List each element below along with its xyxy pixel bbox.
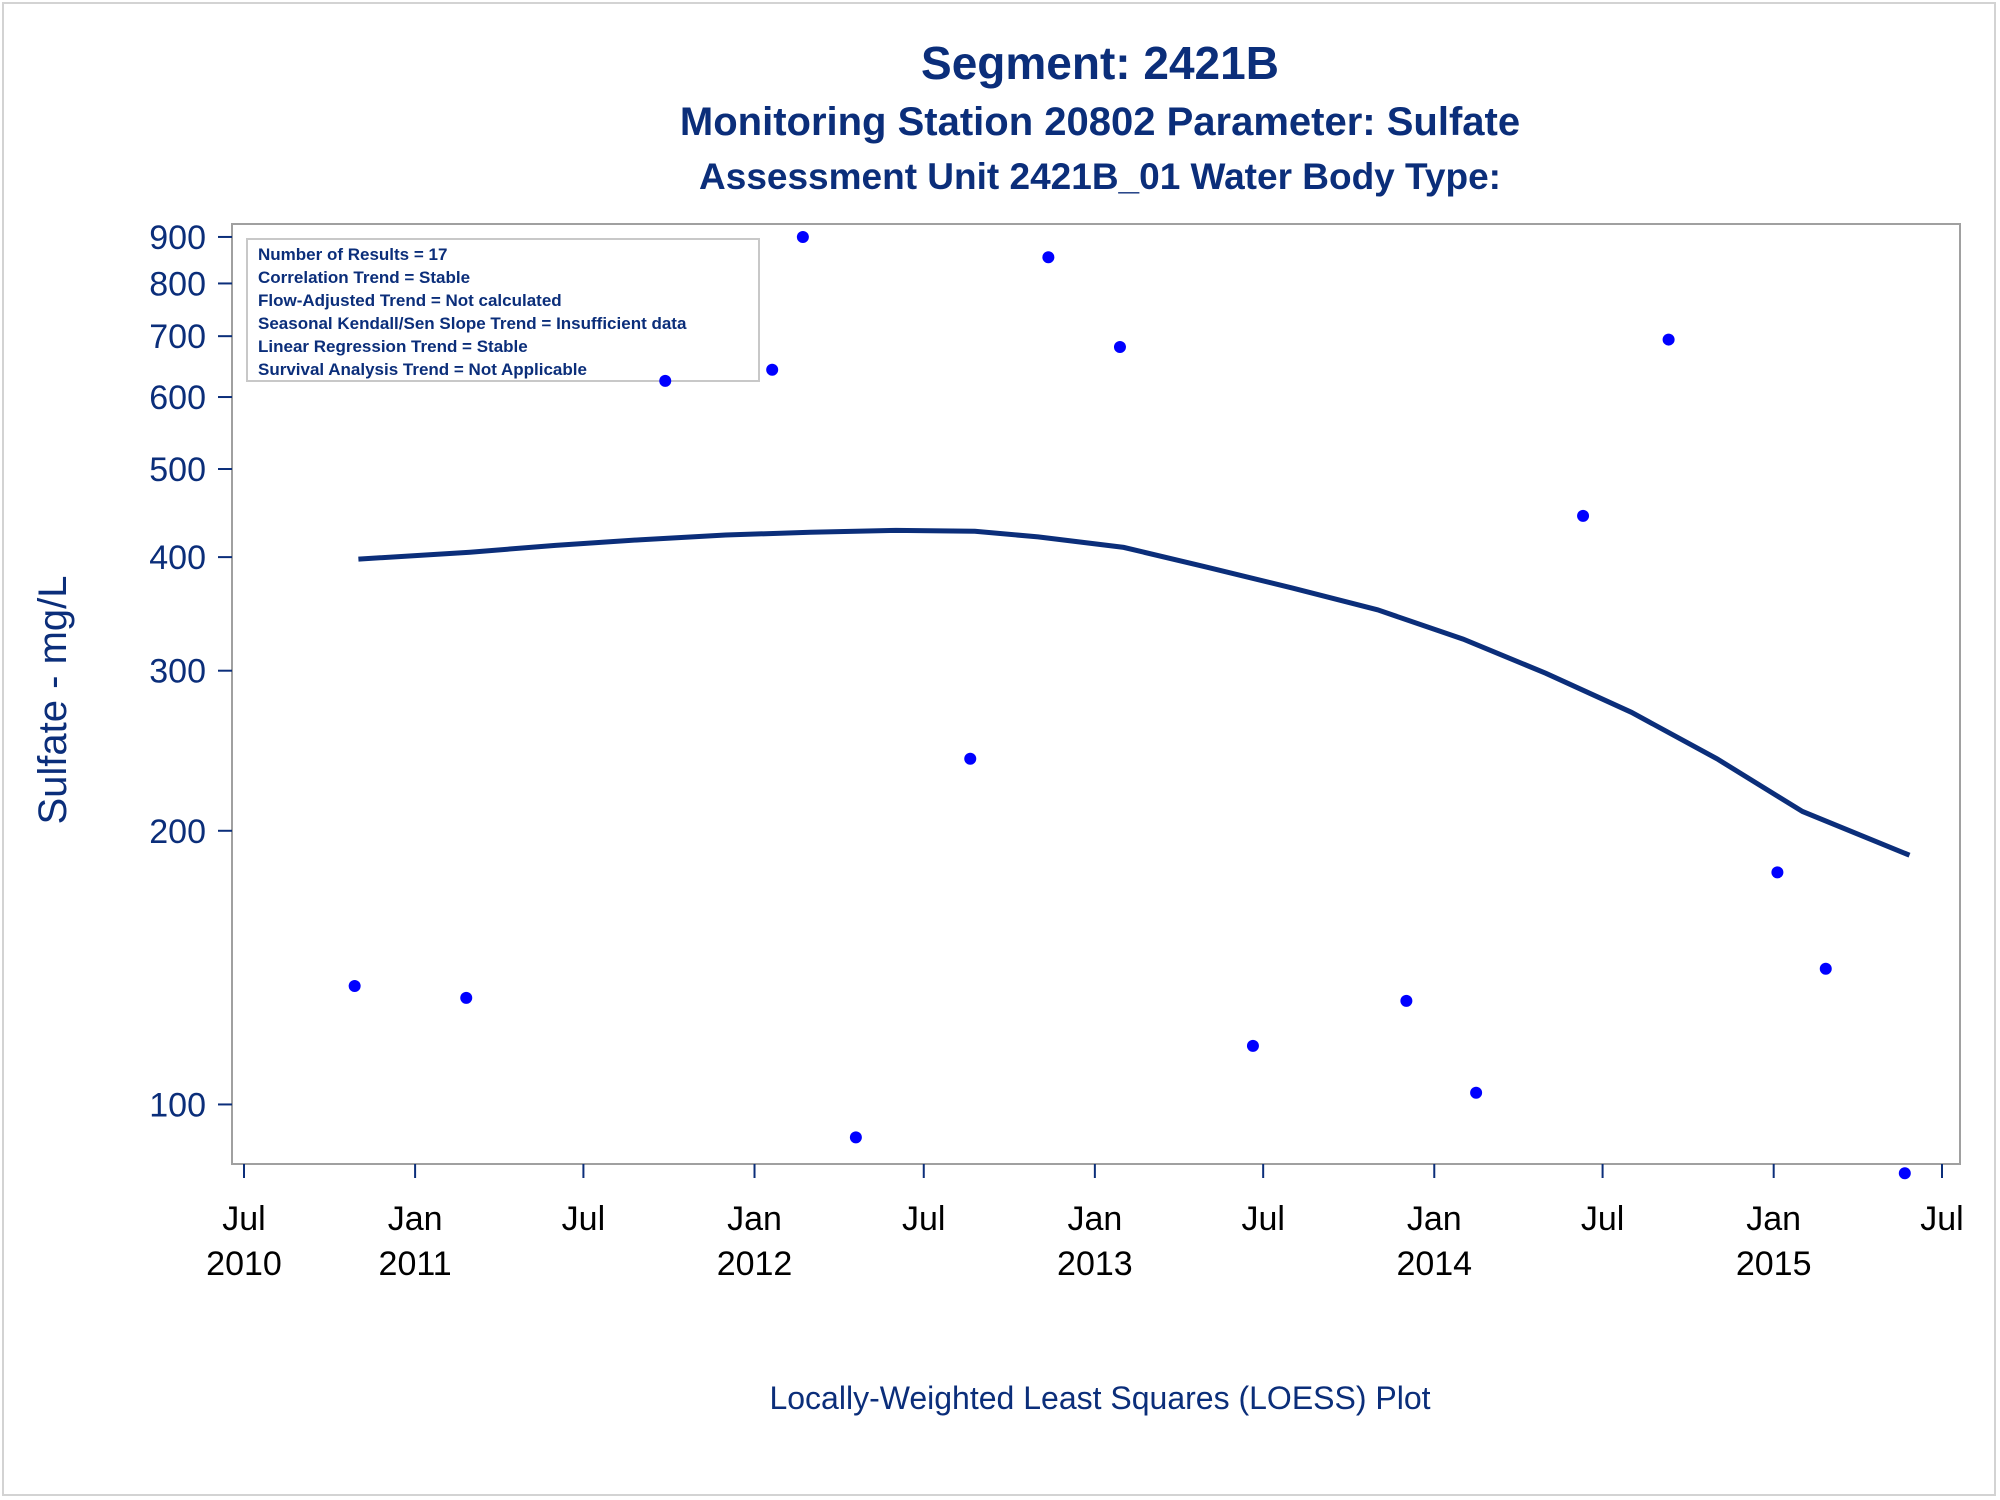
y-tick-label: 700	[149, 318, 206, 356]
x-tick-year-label: 2011	[379, 1245, 452, 1283]
stats-inset-line: Number of Results = 17	[258, 245, 447, 264]
chart-subtitle-station: Monitoring Station 20802 Parameter: Sulf…	[679, 100, 1521, 144]
x-tick-label: Jan	[388, 1200, 443, 1238]
y-axis: 100 200 300 400 500 600 700 800 900	[149, 219, 232, 1124]
x-tick-label: Jan	[727, 1200, 782, 1238]
data-point	[1246, 1039, 1259, 1052]
x-tick-label: Jul	[902, 1200, 945, 1238]
y-tick-label: 600	[149, 379, 206, 417]
x-tick-label: Jan	[1407, 1200, 1462, 1238]
x-tick-year-label: 2014	[1396, 1245, 1472, 1283]
stats-inset-box	[246, 238, 760, 382]
data-point	[964, 752, 977, 765]
y-tick-label: 300	[149, 653, 206, 691]
data-point	[1400, 994, 1413, 1007]
chart-footnote: Locally-Weighted Least Squares (LOESS) P…	[769, 1380, 1431, 1416]
stats-inset-line: Linear Regression Trend = Stable	[258, 337, 528, 356]
data-points	[348, 230, 1911, 1180]
plot-frame	[231, 223, 1961, 1165]
data-point	[1898, 1167, 1911, 1180]
y-tick-label: 100	[149, 1086, 206, 1124]
data-point	[1771, 866, 1784, 879]
data-point	[1470, 1086, 1483, 1099]
data-point	[348, 979, 361, 992]
x-tick-label: Jul	[222, 1200, 265, 1238]
data-point	[659, 374, 672, 387]
y-tick-label: 900	[149, 219, 206, 257]
x-tick-year-label: 2015	[1736, 1245, 1812, 1283]
stats-inset-line: Survival Analysis Trend = Not Applicable	[258, 360, 587, 379]
x-tick-year-label: 2012	[717, 1245, 793, 1283]
data-point	[1042, 251, 1055, 264]
y-tick-label: 800	[149, 265, 206, 303]
y-tick-label: 500	[149, 451, 206, 489]
chart-subtitle-assessment: Assessment Unit 2421B_01 Water Body Type…	[699, 156, 1501, 197]
loess-trend-line	[358, 527, 1911, 858]
x-axis: Jul 2010 Jan 2011 Jul Jan 2012 Jul Jan 2013 Jul Jan…	[206, 1164, 1964, 1283]
data-point	[1662, 333, 1675, 346]
y-axis-label: Sulfate - mg/L	[31, 575, 75, 824]
x-tick-year-label: 2010	[206, 1245, 282, 1283]
x-tick-label: Jul	[1241, 1200, 1284, 1238]
data-point	[796, 230, 809, 243]
y-tick-label: 200	[149, 813, 206, 851]
chart-title: Segment: 2421B	[921, 37, 1279, 89]
data-point	[849, 1131, 862, 1144]
x-tick-label: Jan	[1067, 1200, 1122, 1238]
y-tick-label: 400	[149, 539, 206, 577]
stats-inset-line: Correlation Trend = Stable	[258, 268, 470, 287]
x-tick-label: Jul	[562, 1200, 605, 1238]
data-point	[766, 363, 779, 376]
stats-inset: Number of Results = 17 Correlation Trend …	[246, 238, 760, 382]
x-tick-label: Jan	[1746, 1200, 1801, 1238]
x-tick-label: Jul	[1920, 1200, 1963, 1238]
stats-inset-line: Flow-Adjusted Trend = Not calculated	[258, 291, 562, 310]
data-point	[1819, 962, 1832, 975]
data-point	[1113, 341, 1126, 354]
stats-inset-line: Seasonal Kendall/Sen Slope Trend = Insuf…	[258, 314, 687, 333]
x-tick-year-label: 2013	[1057, 1245, 1133, 1283]
data-point	[460, 991, 473, 1004]
x-tick-label: Jul	[1581, 1200, 1624, 1238]
data-point	[1577, 509, 1590, 522]
